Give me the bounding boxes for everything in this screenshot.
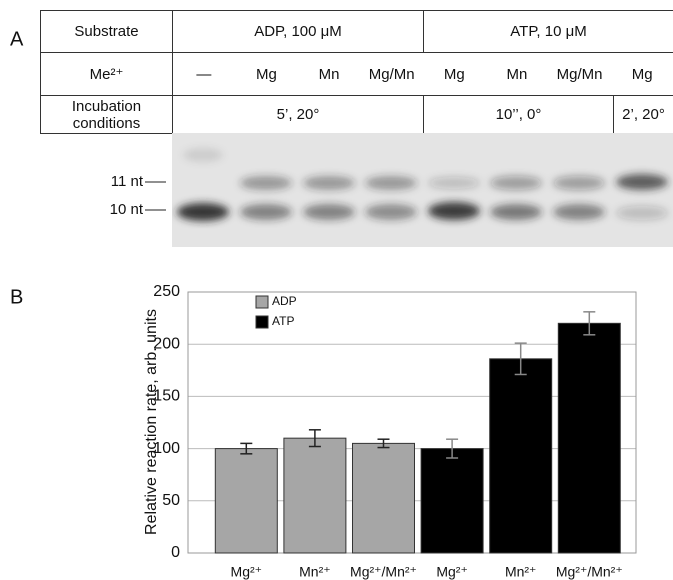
x-tick-label: Mg²⁺ [436, 564, 468, 580]
y-tick-label: 0 [171, 544, 180, 561]
table-cell: Mg [235, 52, 299, 96]
bar [215, 449, 277, 553]
y-tick-label: 100 [153, 440, 180, 457]
gel [172, 133, 673, 247]
panel-label: A [10, 28, 24, 50]
table-cell: ADP, 100 μM [172, 10, 424, 53]
table-cell: Mg [423, 52, 487, 96]
table-cell: Incubation conditions [40, 95, 173, 134]
panel-label: B [10, 286, 23, 308]
table-cell: Substrate [40, 10, 173, 53]
x-tick-label: Mn²⁺ [505, 564, 537, 580]
y-tick-label: 250 [153, 283, 180, 300]
y-axis-label: Relative reaction rate, arb. units [143, 309, 160, 535]
bar [421, 449, 483, 553]
table-cell: 2’, 20° [613, 95, 673, 134]
table-cell: 10’’, 0° [423, 95, 614, 134]
legend-swatch [256, 316, 268, 328]
x-tick-label: Mg²⁺/Mn²⁺ [350, 564, 417, 580]
y-tick-label: 50 [162, 492, 180, 509]
legend-label: ATP [272, 314, 294, 328]
x-tick-label: Mn²⁺ [299, 564, 331, 580]
error-bar [583, 312, 595, 335]
error-bar [309, 430, 321, 447]
x-tick-label: Mg²⁺/Mn²⁺ [556, 564, 623, 580]
bar [490, 359, 552, 553]
error-bar [446, 439, 458, 458]
gel-label: 10 nt [110, 201, 144, 218]
gel-label: 11 nt [111, 173, 144, 190]
page: SubstrateADP, 100 μMATP, 10 μMMe²⁺—MgMnM… [0, 0, 673, 580]
bar [558, 323, 620, 553]
plot-frame [188, 292, 636, 553]
table-cell: Me²⁺ [40, 52, 173, 96]
gel-image [172, 133, 673, 247]
legend-label: ADP [272, 294, 297, 308]
x-tick-label: Mg²⁺ [231, 564, 263, 580]
table-cell: Mg/Mn [548, 52, 612, 96]
table-cell: Mg [610, 52, 673, 96]
table-cell: 5’, 20° [172, 95, 424, 134]
error-bar [240, 443, 252, 453]
table-cell: ATP, 10 μM [423, 10, 673, 53]
table-cell: Mn [297, 52, 361, 96]
bar [284, 438, 346, 553]
bar [353, 443, 415, 553]
y-tick-label: 150 [153, 388, 180, 405]
table-cell: — [172, 52, 236, 96]
y-tick-label: 200 [153, 335, 180, 352]
table-cell: Mg/Mn [360, 52, 424, 96]
legend-swatch [256, 296, 268, 308]
table-cell: Mn [485, 52, 549, 96]
error-bar [378, 439, 390, 447]
error-bar [515, 343, 527, 374]
